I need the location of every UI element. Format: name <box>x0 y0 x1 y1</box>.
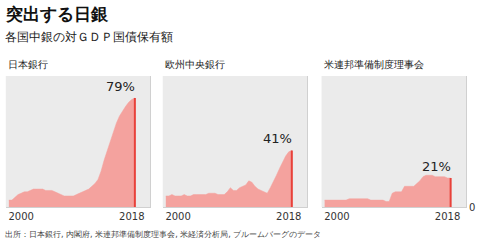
svg-text:突出する日銀: 突出する日銀 <box>5 4 109 24</box>
svg-text:各国中銀の対ＧＤＰ国債保有額: 各国中銀の対ＧＤＰ国債保有額 <box>5 30 173 44</box>
svg-text:2000: 2000 <box>324 211 349 222</box>
svg-text:41%: 41% <box>263 131 292 146</box>
svg-text:欧州中央銀行: 欧州中央銀行 <box>165 59 225 70</box>
svg-text:出所：日本銀行, 内閣府, 米連邦準備制度理事会, 米経済分: 出所：日本銀行, 内閣府, 米連邦準備制度理事会, 米経済分析局, ブルームバー… <box>5 230 321 239</box>
svg-text:米連邦準備制度理事会: 米連邦準備制度理事会 <box>324 59 424 70</box>
svg-text:日本銀行: 日本銀行 <box>8 59 48 70</box>
svg-text:2018: 2018 <box>435 211 460 222</box>
svg-text:2000: 2000 <box>8 211 33 222</box>
svg-text:21%: 21% <box>422 159 451 174</box>
svg-text:2018: 2018 <box>119 211 144 222</box>
svg-text:2018: 2018 <box>276 211 301 222</box>
svg-text:79%: 79% <box>106 79 135 94</box>
svg-text:0: 0 <box>469 202 475 213</box>
svg-text:2000: 2000 <box>165 211 190 222</box>
